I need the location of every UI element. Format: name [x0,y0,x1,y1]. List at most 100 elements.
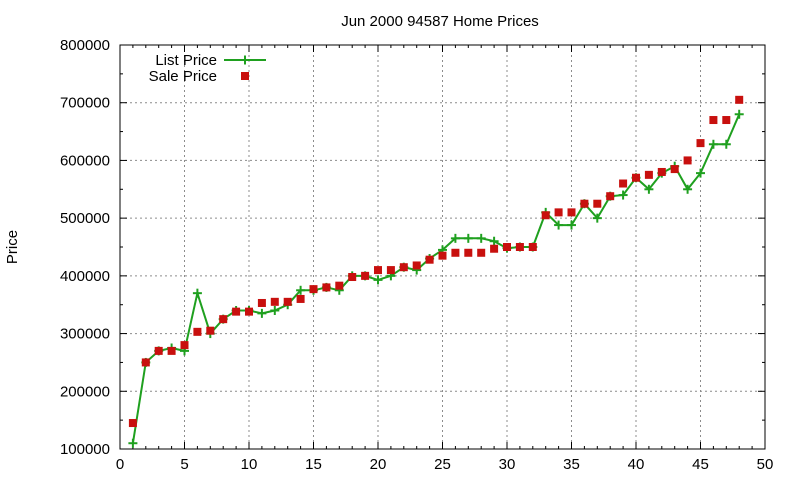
sale-price-point [619,179,628,188]
sale-price-point [386,266,395,275]
legend-label: Sale Price [149,68,217,85]
list-price-point [721,139,731,149]
sale-price-point [322,283,331,292]
y-tick-label: 500000 [60,210,110,227]
sale-price-point [567,208,576,217]
sale-price-point [709,116,718,125]
list-price-point [463,233,473,243]
sale-price-point [554,208,563,217]
sale-price-point [128,419,137,428]
sale-price-point [683,156,692,165]
sale-price-point [399,263,408,272]
sale-price-point [270,297,279,306]
list-price-point [734,109,744,119]
x-tick-label: 5 [180,456,188,473]
sale-price-point [335,281,344,290]
y-tick-label: 800000 [60,37,110,54]
sale-price-point [438,251,447,260]
sale-price-point [283,297,292,306]
x-tick-label: 10 [241,456,258,473]
list-price-point [554,220,564,230]
sale-price-point [361,271,370,280]
sale-price-point [374,266,382,275]
sale-price-point [515,243,524,251]
sale-price-point [309,285,318,294]
sale-price-point [296,294,305,303]
sale-price-point [657,167,666,176]
sale-price-point [141,358,150,367]
sale-price-point [606,192,615,201]
sale-price-point [735,95,744,104]
x-tick-label: 35 [563,456,580,473]
list-price-line [131,113,741,444]
legend-plus-marker [240,55,250,65]
legend-square-marker [241,72,249,80]
sale-price-point [477,248,486,257]
axis-ticks: 0 5 10 15 20 25 30 35 40 45 50 100000 200000 300000 40… [60,37,773,473]
x-tick-label: 20 [370,456,387,473]
x-tick-label: 30 [499,456,516,473]
list-price-point [450,233,460,243]
sale-price-point [451,248,460,257]
series-sale-price [128,95,744,428]
sale-price-point [644,170,653,179]
sale-price-point [412,261,421,270]
legend-label: List Price [155,52,217,69]
sale-price-point [167,346,176,355]
list-price-point [296,285,306,295]
list-price-point [257,308,267,318]
sale-price-point [593,199,602,208]
list-price-point [373,275,383,285]
y-tick-label: 200000 [60,383,110,400]
sale-price-point [490,244,499,253]
sale-price-point [348,273,357,282]
list-price-point [618,190,628,200]
sale-price-point [464,248,473,257]
list-price-point [128,438,138,448]
sale-price-point [503,243,511,251]
list-price-point [192,288,202,298]
sale-price-point [180,341,189,350]
sale-price-point [206,326,215,335]
sale-price-point [722,116,731,125]
y-tick-label: 300000 [60,326,110,343]
list-price-point [270,305,280,315]
x-tick-label: 0 [116,456,124,473]
chart-title: Jun 2000 94587 Home Prices [341,13,539,30]
sale-price-point [632,173,640,182]
x-tick-label: 45 [692,456,709,473]
x-tick-label: 25 [434,456,451,473]
sale-price-point [528,243,537,251]
y-tick-label: 700000 [60,95,110,112]
y-axis-label: Price [4,230,21,264]
sale-price-point [245,307,253,316]
sale-price-point [193,327,202,336]
sale-price-point [219,315,228,324]
sale-price-point [670,165,679,174]
list-price-point [683,184,693,194]
y-tick-label: 600000 [60,152,110,169]
list-price-point [708,139,718,149]
x-tick-label: 40 [628,456,645,473]
x-tick-label: 50 [757,456,774,473]
list-price-point [644,184,654,194]
y-tick-label: 100000 [60,441,110,458]
sale-price-point [232,307,241,316]
list-price-point [567,220,576,230]
sale-price-point [257,298,266,307]
sale-price-point [696,139,705,148]
sale-price-point [541,211,550,220]
sale-price-point [154,346,163,355]
x-tick-label: 15 [305,456,322,473]
list-price-point [489,236,499,246]
sale-price-point [425,255,434,264]
list-price-point [476,233,486,243]
list-price-point [696,168,705,178]
sale-price-point [580,199,589,208]
gridlines [120,45,765,449]
data-series [128,95,744,448]
y-tick-label: 400000 [60,268,110,285]
